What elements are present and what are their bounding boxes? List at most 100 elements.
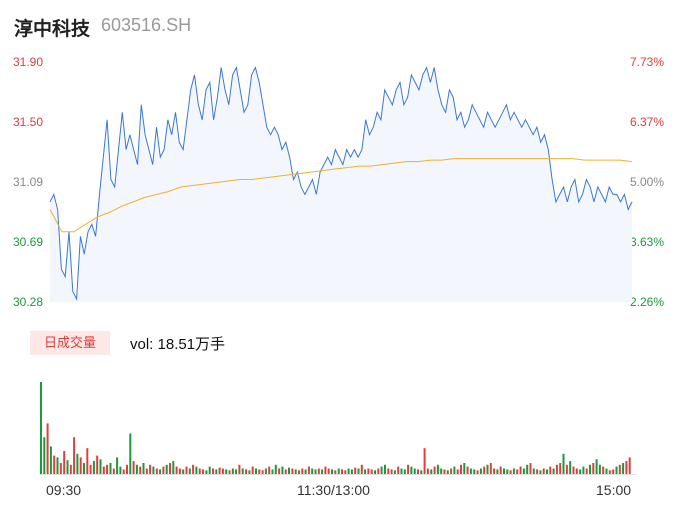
volume-bar <box>615 466 618 474</box>
volume-bar <box>212 468 214 474</box>
volume-bar <box>628 457 631 474</box>
volume-bar <box>245 469 248 474</box>
volume-bar <box>360 464 363 474</box>
volume-bar <box>453 466 456 474</box>
volume-bar <box>321 469 324 474</box>
volume-bar <box>430 469 433 474</box>
volume-bar <box>182 469 185 474</box>
volume-bar <box>205 470 208 474</box>
volume-bar <box>83 463 85 474</box>
volume-bar <box>301 468 304 474</box>
volume-bar <box>119 466 122 474</box>
volume-bar <box>608 470 611 474</box>
pct-tick-3: 3.63% <box>630 235 665 249</box>
volume-bar <box>595 459 598 474</box>
volume-bar <box>172 461 175 474</box>
volume-bar <box>281 466 284 474</box>
volume-bar <box>324 466 327 474</box>
volume-bar <box>423 448 426 474</box>
volume-bar <box>440 468 443 474</box>
volume-bar <box>278 468 281 474</box>
volume-bar <box>522 468 525 474</box>
volume-bar <box>559 463 562 474</box>
volume-bar <box>208 466 211 474</box>
volume-bar <box>202 469 205 474</box>
volume-bar <box>268 466 271 474</box>
volume-bar <box>407 464 410 474</box>
volume-bar <box>159 469 162 474</box>
volume-bar <box>49 446 52 474</box>
volume-bar <box>331 469 333 474</box>
volume-bar <box>169 463 171 474</box>
volume-bar <box>622 463 625 474</box>
volume-bar <box>46 423 49 474</box>
volume-bar <box>509 470 512 474</box>
volume-bar <box>225 469 228 474</box>
volume-bar <box>357 468 360 474</box>
time-tick-close: 15:00 <box>596 482 632 498</box>
volume-bar <box>526 464 529 474</box>
volume-bar <box>486 464 489 474</box>
volume-bar <box>238 464 241 474</box>
volume-bar <box>192 464 195 474</box>
volume-bar <box>433 466 436 474</box>
volume-bar <box>231 468 234 474</box>
price-tick-3: 30.69 <box>13 235 44 249</box>
volume-bar <box>393 470 396 474</box>
volume-bar <box>149 464 152 474</box>
volume-bar <box>53 455 56 474</box>
volume-bar <box>102 466 105 474</box>
volume-bar <box>579 469 582 474</box>
volume-bar <box>377 468 380 474</box>
volume-bar <box>625 461 628 474</box>
volume-bar <box>539 470 542 474</box>
volume-bar <box>304 469 307 474</box>
volume-bar <box>549 466 552 474</box>
volume-bar <box>69 464 72 474</box>
volume-bar <box>195 466 198 474</box>
volume-bar <box>251 466 254 474</box>
volume-bar <box>410 466 413 474</box>
volume-bar <box>66 460 69 474</box>
volume-bar <box>469 468 472 474</box>
volume-bar <box>241 468 244 474</box>
volume-bar <box>479 468 482 474</box>
price-line <box>49 65 633 301</box>
volume-bar <box>294 469 297 474</box>
volume-bar <box>542 468 545 474</box>
volume-bar <box>370 469 373 474</box>
volume-bar <box>218 467 221 474</box>
volume-bar <box>529 463 532 474</box>
volume-bar <box>612 469 615 474</box>
volume-bar <box>56 457 59 474</box>
volume-bar <box>384 464 386 474</box>
volume-bar <box>512 468 515 474</box>
volume-bar <box>135 464 138 474</box>
volume-bar <box>536 469 539 474</box>
volume-bar <box>59 463 62 474</box>
volume-bar <box>503 468 505 474</box>
price-tick-2: 31.09 <box>13 175 44 189</box>
volume-bar <box>188 468 191 474</box>
volume-bar <box>585 468 588 474</box>
volume-bar <box>178 468 181 474</box>
volume-bar <box>96 455 99 474</box>
volume-bar <box>575 468 578 474</box>
volume-bar <box>426 468 429 474</box>
volume-bar <box>598 464 601 474</box>
volume-bar <box>152 466 155 474</box>
volume-bar <box>390 469 393 474</box>
volume-bar <box>155 468 158 474</box>
volume-bar <box>89 464 92 474</box>
average-line <box>49 158 633 233</box>
volume-bar <box>255 468 257 474</box>
volume-bar <box>73 437 76 474</box>
volume-bar <box>552 468 555 474</box>
volume-bar <box>228 470 231 474</box>
volume-tag[interactable]: 日成交量 <box>30 331 110 355</box>
volume-bar <box>129 433 132 474</box>
volume-bar <box>92 461 95 474</box>
pct-tick-0: 7.73% <box>630 55 665 69</box>
price-tick-4: 30.28 <box>13 295 44 309</box>
